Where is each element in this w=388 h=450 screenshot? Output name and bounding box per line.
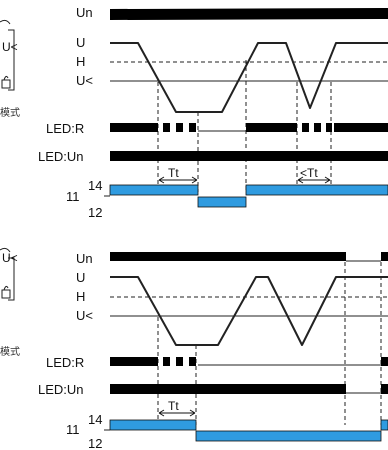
upper-relay-12: 12 — [88, 205, 102, 220]
lower-u-lt-label: U< — [76, 308, 93, 323]
lower-led-un-bar — [110, 384, 346, 394]
lower-led-un-label: LED:Un — [38, 382, 84, 397]
lower-tt-label: Tt — [168, 399, 179, 413]
lower-relay-14: 14 — [88, 412, 102, 427]
lower-voltage-waveform — [110, 276, 388, 346]
lower-bracket — [0, 247, 15, 301]
lower-tt-arrow: Tt — [158, 399, 196, 417]
upper-u-lt-label: U< — [76, 73, 93, 88]
lower-led-r-bar — [110, 357, 388, 366]
upper-lt-tt-arrow: <Tt — [297, 166, 331, 184]
lock-icon — [1, 285, 11, 299]
lower-relay-state — [104, 419, 388, 442]
upper-led-un-label: LED:Un — [38, 149, 84, 164]
lower-relay-11: 11 — [66, 422, 80, 437]
lower-un-bar — [110, 252, 346, 261]
upper-bracket — [0, 19, 15, 91]
left-legend-lower: U< 模式 — [0, 247, 20, 358]
upper-un-bar — [110, 8, 388, 20]
upper-relay-state — [104, 184, 388, 208]
left-lower-u-lt: U< — [2, 251, 18, 265]
left-lower-mode: 模式 — [0, 345, 20, 358]
upper-relay-14: 14 — [88, 178, 102, 193]
lock-icon — [1, 75, 11, 89]
lower-relay-12: 12 — [88, 436, 102, 450]
lower-un-label: Un — [76, 251, 93, 266]
left-upper-mode: 模式 — [0, 106, 20, 119]
lower-un-bar-end — [381, 252, 388, 261]
upper-lt-tt-label: <Tt — [300, 166, 318, 180]
upper-h-label: H — [76, 54, 85, 69]
upper-u-label: U — [76, 35, 85, 50]
upper-un-label: Un — [76, 5, 93, 20]
upper-led-r-label: LED:R — [46, 121, 84, 136]
upper-tt-arrow: Tt — [158, 166, 198, 184]
lower-led-un-bar-end — [381, 384, 388, 394]
lower-u-label: U — [76, 270, 85, 285]
lower-diagram: Un U H U< LED:R LED:Un Tt — [38, 251, 388, 450]
left-upper-u-lt: U< — [2, 40, 18, 54]
upper-voltage-waveform — [110, 42, 388, 113]
lower-h-label: H — [76, 289, 85, 304]
upper-led-un-bar — [110, 151, 388, 161]
upper-tt-label: Tt — [168, 166, 179, 180]
left-legend-upper: U< 模式 — [0, 19, 20, 119]
lower-led-r-label: LED:R — [46, 355, 84, 370]
upper-led-r-bar — [110, 123, 388, 132]
upper-diagram: Un U H U< LED:R LED:Un — [38, 5, 388, 220]
upper-relay-11: 11 — [66, 189, 80, 204]
